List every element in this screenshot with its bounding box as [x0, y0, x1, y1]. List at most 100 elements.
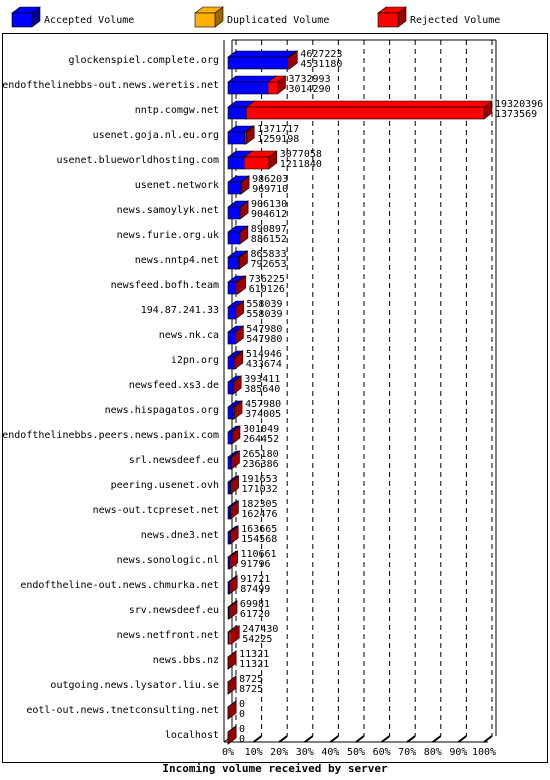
- total-label: 110661: [240, 549, 276, 560]
- bar-side: [234, 325, 244, 345]
- accepted-label: 886152: [251, 234, 287, 245]
- y-tick-label: newsfeed.xs3.de: [129, 380, 219, 391]
- bar: [227, 231, 241, 245]
- bar: [287, 56, 290, 70]
- total-label: 265180: [243, 449, 279, 460]
- y-tick-label: eotl-out.news.tnetconsulting.net: [26, 705, 219, 716]
- legend-label: Accepted Volume: [44, 15, 134, 26]
- bar: [227, 106, 247, 120]
- total-label: 3077058: [280, 149, 322, 160]
- bar-side: [227, 675, 237, 695]
- accepted-label: 385640: [244, 384, 280, 395]
- total-label: 547980: [246, 324, 282, 335]
- bar-top: [245, 100, 493, 108]
- accepted-label: 0: [239, 709, 245, 720]
- accepted-label: 969710: [252, 184, 288, 195]
- accepted-label: 547980: [246, 334, 282, 345]
- total-label: 457980: [245, 399, 281, 410]
- bar: [227, 481, 231, 495]
- tick-mark: [355, 735, 365, 743]
- y-tick-label: endoftheline-out.news.chmurka.net: [20, 580, 219, 591]
- tick-mark: [457, 735, 467, 743]
- bar: [227, 256, 239, 270]
- total-label: 906130: [251, 199, 287, 210]
- y-tick-label: news.nk.ca: [159, 330, 219, 341]
- total-label: 393411: [244, 374, 280, 385]
- bar-side: [229, 525, 239, 545]
- bar: [227, 406, 234, 420]
- bar: [233, 356, 236, 370]
- total-label: 514946: [246, 349, 282, 360]
- tick-mark: [253, 735, 263, 743]
- accepted-label: 3014290: [288, 84, 330, 95]
- total-label: 163665: [241, 524, 277, 535]
- y-tick-label: outgoing.news.lysator.liu.se: [50, 680, 219, 691]
- accepted-label: 1259198: [257, 134, 299, 145]
- x-tick-label: 90%: [449, 747, 467, 758]
- bar: [227, 281, 237, 295]
- x-tick-label: 60%: [373, 747, 391, 758]
- bar: [227, 131, 245, 145]
- x-tick-label: 100%: [472, 747, 496, 758]
- legend-swatch: [194, 12, 216, 28]
- bar: [227, 331, 236, 345]
- x-tick-label: 40%: [321, 747, 339, 758]
- accepted-label: 374005: [245, 409, 281, 420]
- y-tick-label: 194.87.241.33: [141, 305, 219, 316]
- total-label: 191653: [242, 474, 278, 485]
- y-tick-label: newsfeed.bofh.team: [111, 280, 219, 291]
- y-tick-label: news.netfront.net: [117, 630, 219, 641]
- y-tick-label: news-out.tcpreset.net: [93, 505, 219, 516]
- accepted-label: 54225: [242, 634, 272, 645]
- total-label: 19320396: [495, 99, 543, 110]
- bar: [227, 156, 245, 170]
- y-tick-label: endofthelinebbs-out.news.weretis.net: [2, 80, 219, 91]
- y-tick-label: srv.newsdeef.eu: [129, 605, 219, 616]
- accepted-label: 1211840: [280, 159, 322, 170]
- accepted-label: 236386: [243, 459, 279, 470]
- bar: [244, 131, 247, 145]
- accepted-label: 87499: [240, 584, 270, 595]
- y-tick-label: news.nntp4.net: [135, 255, 219, 266]
- x-tick-label: 80%: [424, 747, 442, 758]
- x-tick-label: 50%: [347, 747, 365, 758]
- accepted-label: 0: [239, 734, 245, 745]
- total-label: 3732993: [288, 74, 330, 85]
- bar: [267, 81, 278, 95]
- tick-mark: [483, 735, 493, 743]
- bar: [227, 56, 289, 70]
- x-tick-label: 20%: [270, 747, 288, 758]
- bar: [243, 156, 270, 170]
- y-tick-label: srl.newsdeef.eu: [129, 455, 219, 466]
- total-label: 4627223: [300, 49, 342, 60]
- tick-mark: [406, 735, 416, 743]
- bar: [235, 281, 239, 295]
- accepted-label: 1373569: [495, 109, 537, 120]
- legend-label: Duplicated Volume: [227, 15, 329, 26]
- bar: [227, 81, 269, 95]
- total-label: 865833: [250, 249, 286, 260]
- y-tick-label: usenet.blueworldhosting.com: [56, 155, 219, 166]
- total-label: 0: [239, 724, 245, 735]
- chart-frame: [2, 33, 548, 763]
- bar-side: [235, 300, 244, 320]
- accepted-label: 61720: [240, 609, 270, 620]
- accepted-label: 91796: [240, 559, 270, 570]
- accepted-label: 154568: [241, 534, 277, 545]
- y-tick-label: news.sonologic.nl: [117, 555, 219, 566]
- accepted-label: 792653: [250, 259, 286, 270]
- bar: [227, 531, 231, 545]
- y-tick-label: localhost: [165, 730, 219, 741]
- bar: [227, 356, 235, 370]
- bar: [228, 631, 232, 645]
- bar: [227, 456, 232, 470]
- tick-mark: [432, 735, 442, 743]
- total-label: 736225: [249, 274, 285, 285]
- bar: [227, 506, 231, 520]
- bar-side: [227, 650, 237, 670]
- accepted-label: 11321: [239, 659, 269, 670]
- y-tick-label: glockenspiel.complete.org: [68, 55, 219, 66]
- bar-side: [227, 725, 237, 745]
- total-label: 301049: [243, 424, 279, 435]
